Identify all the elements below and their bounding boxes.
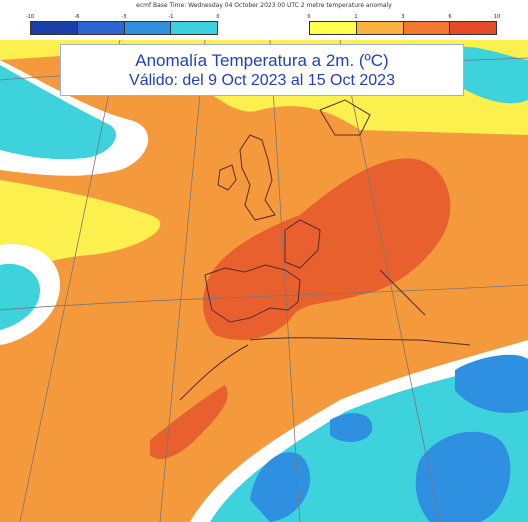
- strong-warm-anomaly-south: [150, 385, 228, 460]
- cold-patch-3: [415, 431, 511, 522]
- north-africa-coast: [249, 337, 471, 346]
- map-title: Anomalía Temperatura a 2m. (ºC): [135, 51, 389, 70]
- coastlines: [179, 99, 471, 401]
- legend-tick: -6: [74, 14, 80, 20]
- map-title-box: Anomalía Temperatura a 2m. (ºC) Válido: …: [60, 44, 464, 96]
- base-time-label: ecmf Base Time: Wednesday 04 October 202…: [136, 2, 392, 9]
- legend-swatch: [77, 22, 125, 34]
- france-west-coast: [284, 219, 321, 269]
- strong-warm-anomaly-core: [203, 158, 451, 340]
- legend-tick: 3: [401, 14, 405, 20]
- ireland-coast: [217, 164, 237, 191]
- legend-cold: -10 -6 -3 -1 0: [26, 14, 220, 38]
- legend-tick: 0: [216, 14, 220, 20]
- iberia-coast: [204, 264, 301, 323]
- map-validity: Válido: del 9 Oct 2023 al 15 Oct 2023: [129, 72, 395, 89]
- cold-anomaly-west: [0, 263, 40, 330]
- legend-tick: -1: [168, 14, 174, 20]
- map-canvas: [0, 40, 528, 522]
- italy-coast: [379, 269, 426, 316]
- legend-tick: 6: [448, 14, 452, 20]
- legend-tick: -3: [121, 14, 127, 20]
- legend-swatch: [31, 22, 78, 34]
- legend-warm-bar: [309, 21, 497, 35]
- legend-tick: -10: [25, 14, 35, 20]
- legend-cold-ticks: -10 -6 -3 -1 0: [26, 14, 220, 21]
- legend-tick: 1: [354, 14, 358, 20]
- longitude-line: [339, 40, 441, 522]
- legend-swatch: [356, 22, 404, 34]
- legend-tick: 0: [307, 14, 311, 20]
- legend-cold-bar: [30, 21, 218, 35]
- legend-swatch: [171, 22, 217, 34]
- legend-warm: 0 1 3 6 10: [307, 14, 501, 38]
- legend-swatch: [124, 22, 172, 34]
- scandinavia-coast: [319, 99, 371, 136]
- great-britain-coast: [239, 134, 276, 221]
- longitude-line: [159, 40, 206, 522]
- cold-anomaly-northwest: [0, 65, 116, 160]
- legend-swatch: [450, 22, 496, 34]
- legend-swatch: [403, 22, 451, 34]
- morocco-coast: [179, 344, 249, 401]
- cold-patch-1: [250, 452, 311, 522]
- legend-swatch: [310, 22, 357, 34]
- longitude-line: [269, 40, 301, 522]
- legend-tick: 10: [493, 14, 501, 20]
- legend-warm-ticks: 0 1 3 6 10: [307, 14, 501, 21]
- anomaly-map: [0, 40, 528, 522]
- cold-patch-2: [330, 413, 373, 442]
- longitude-line: [19, 40, 121, 522]
- cold-patch-4: [455, 354, 528, 414]
